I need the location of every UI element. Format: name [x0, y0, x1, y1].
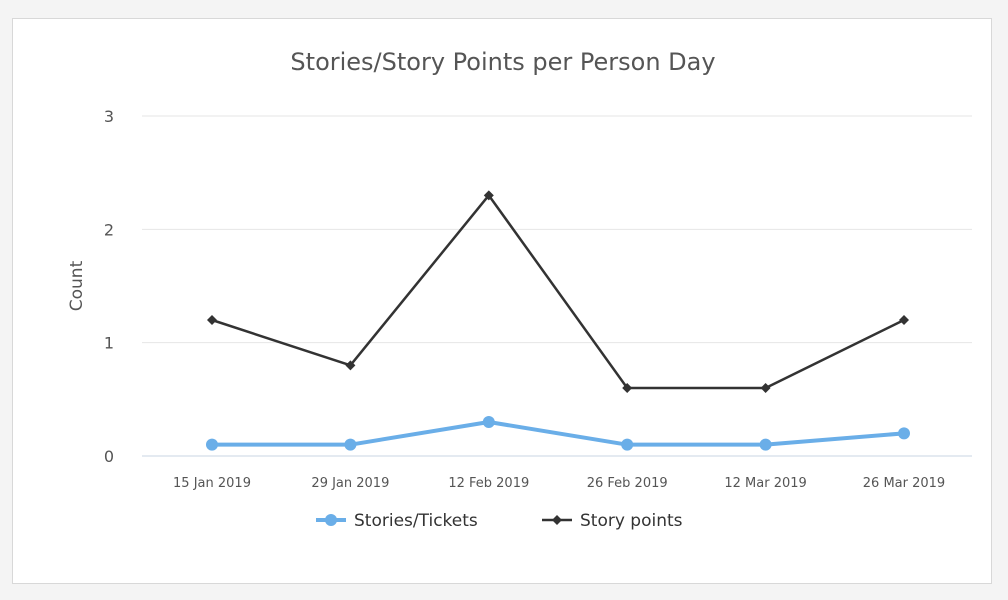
data-point — [345, 360, 356, 371]
y-tick-label: 3 — [104, 107, 114, 126]
y-tick-label: 1 — [104, 334, 114, 353]
data-point — [344, 438, 357, 451]
series-line-1 — [211, 194, 905, 390]
data-point — [621, 438, 634, 451]
y-tick-label: 2 — [104, 220, 114, 239]
data-point — [483, 190, 494, 201]
x-tick-label: 12 Feb 2019 — [448, 476, 529, 491]
x-tick-label: 12 Mar 2019 — [724, 476, 806, 491]
chart-card — [12, 18, 992, 584]
series-line-0 — [212, 420, 905, 447]
x-tick-label: 26 Mar 2019 — [863, 476, 945, 491]
x-axis-ticks: 15 Jan 2019 29 Jan 2019 12 Feb 2019 26 Feb … — [173, 476, 945, 491]
y-axis-ticks: 0 1 2 3 — [104, 107, 114, 466]
data-point — [206, 438, 218, 451]
y-axis-label: Count — [67, 260, 87, 311]
legend-label: Stories/Tickets — [354, 511, 478, 531]
series-group — [206, 190, 910, 451]
legend-marker — [552, 515, 562, 525]
data-point — [899, 315, 909, 325]
legend-label: Story points — [580, 511, 683, 531]
data-point — [759, 438, 772, 451]
data-point — [760, 383, 771, 393]
data-point — [482, 416, 495, 428]
data-point — [622, 383, 633, 393]
x-tick-label: 15 Jan 2019 — [173, 476, 251, 491]
chart-title: Stories/Story Points per Person Day — [290, 48, 715, 76]
data-point — [207, 315, 217, 325]
data-point — [898, 427, 910, 440]
grid-lines — [142, 115, 972, 457]
legend-marker — [325, 514, 337, 526]
y-tick-label: 0 — [104, 447, 114, 466]
legend: Stories/Tickets Story points — [316, 511, 683, 531]
x-tick-label: 29 Jan 2019 — [311, 476, 389, 491]
x-tick-label: 26 Feb 2019 — [587, 476, 668, 491]
